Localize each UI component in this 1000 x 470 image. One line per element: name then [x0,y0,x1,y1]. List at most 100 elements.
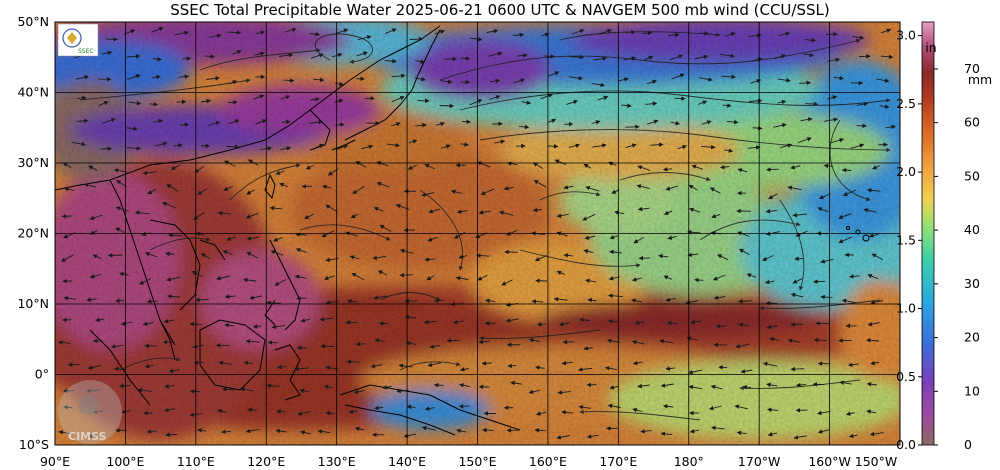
wind-arrow [579,317,591,323]
wind-arrow [742,384,752,390]
wind-arrow [252,94,265,100]
wind-arrow [295,247,307,253]
wind-arrow [440,79,453,84]
wind-arrow [481,361,492,366]
wind-arrow [320,343,335,349]
wind-arrow [614,210,625,215]
wind-arrow [224,160,236,167]
wind-arrow [765,300,778,306]
colorbar-inch-label: 2.0 [896,164,916,179]
wind-arrow [384,58,397,64]
wind-arrow [246,251,259,259]
wind-arrow [645,101,658,106]
lat-label: 10°S [19,437,49,452]
wind-arrow [845,411,855,416]
wind-arrow [715,323,727,329]
colorbar-inch-ticks: 3.0 2.5 2.0 1.5 1.0 0.5 0.0 [896,28,922,452]
wind-arrow [200,143,211,149]
lat-label: 30°N [17,155,49,170]
wind-arrow [63,295,77,301]
wind-arrow [245,212,259,219]
wind-arrow [274,279,287,286]
wind-arrow [409,36,424,42]
wind-arrow [178,74,190,79]
wind-arrow [688,369,703,375]
wind-arrow [434,29,446,35]
wind-arrow [63,186,75,192]
wind-arrow [477,274,488,281]
wind-arrow [75,75,89,80]
wind-arrow [424,257,436,262]
wind-arrow [439,103,455,109]
wind-arrow [456,209,468,214]
wind-arrow [518,124,530,130]
colorbar-gradient [921,21,935,446]
wind-arrow [87,364,101,370]
wind-arrow [309,31,321,37]
wind-arrow [174,30,189,36]
wind-arrow [767,407,779,413]
wind-arrow [709,187,721,194]
wind-arrow [764,279,775,285]
wind-arrow [372,255,387,261]
wind-arrow [300,318,311,323]
wind-arrow [768,193,778,200]
wind-arrow [57,340,71,345]
wind-arrow [115,298,125,303]
wind-arrow [793,435,807,440]
wind-arrow [266,383,280,389]
wind-arrow [167,294,181,299]
wind-arrow [60,254,74,262]
wind-arrow [636,184,650,190]
wind-arrow [796,382,806,388]
wind-arrow [323,384,333,390]
wind-arrow [737,299,753,304]
wind-arrow [424,163,435,170]
wind-arrow [63,405,73,410]
wind-arrow [228,119,240,125]
wind-arrow [243,360,254,366]
wind-arrow [880,54,894,60]
wind-arrow [182,56,192,61]
wind-arrow [547,118,557,124]
wind-arrow [531,299,544,304]
wind-arrow [325,410,335,416]
latitude-labels: 50°N 40°N 30°N 20°N 10°N 0° 10°S [17,14,49,452]
wind-arrow [577,367,593,372]
wind-arrow [246,189,255,195]
wind-arrow [852,35,865,40]
wind-arrow [482,427,494,433]
wind-arrow [305,164,314,170]
wind-arrow [223,185,234,191]
wind-arrow [561,410,573,415]
wind-arrow [300,430,311,435]
wind-arrow [849,274,860,279]
wind-arrow [384,28,397,35]
wind-arrow [226,236,236,241]
wind-arrow [540,93,554,100]
wind-arrow [459,383,470,388]
wind-arrow [848,433,858,439]
colorbar-mm-label: 50 [964,168,980,183]
wind-arrow [179,122,190,128]
wind-arrow [813,279,826,284]
wind-arrow [607,319,620,324]
wind-arrow [379,224,392,232]
coastlines [55,25,870,436]
wind-arrow [370,363,383,369]
wind-arrow [361,144,374,150]
wind-arrow [376,181,390,188]
wind-arrow [765,209,778,214]
wind-arrow [701,120,712,125]
wind-arrow [620,103,632,108]
wind-arrow [377,270,388,276]
wind-arrow [841,298,856,304]
colorbar-mm-label: 30 [964,276,980,291]
wind-arrow [717,254,729,261]
wind-arrow [276,364,287,370]
wind-arrow [232,49,242,55]
wind-arrow [170,164,181,170]
wind-arrow [168,232,183,238]
wind-arrow [752,125,763,131]
wind-arrow [713,295,726,300]
